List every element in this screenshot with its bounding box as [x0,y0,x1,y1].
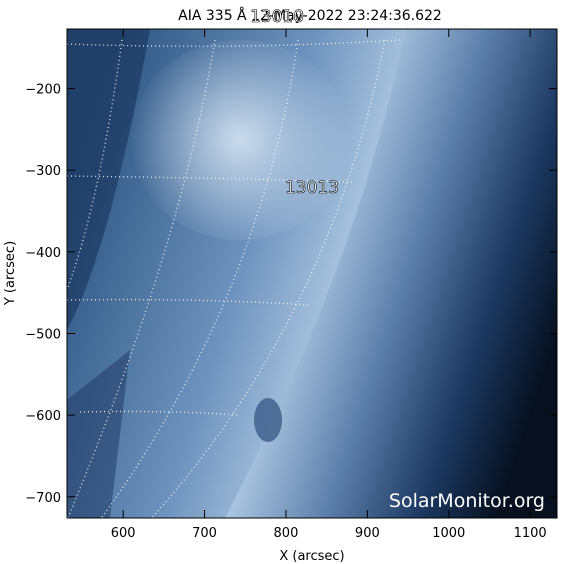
x-tick-label: 1000 [432,526,465,541]
x-axis-label: X (arcsec) [279,549,344,564]
y-tick-label: −600 [25,409,61,424]
y-tick-label: −700 [25,491,61,506]
x-tick-label: 900 [355,526,380,541]
y-tick-label: −200 [25,83,61,98]
annotation: 13013 [285,178,339,198]
y-axis-label: Y (arcsec) [3,241,18,306]
y-tick-label: −500 [25,328,61,343]
annotation: 13010 [250,7,304,27]
chart-title: AIA 335 Å 12-May-2022 23:24:36.622 [178,7,442,24]
x-tick-label: 600 [111,526,136,541]
y-tick-label: −300 [25,164,61,179]
x-tick-label: 700 [192,526,217,541]
plot-frame [66,28,558,519]
solar-image [67,29,557,518]
x-tick-label: 800 [274,526,299,541]
y-tick-label: −400 [25,246,61,261]
x-tick-label: 1100 [514,526,547,541]
watermark: SolarMonitor.org [389,490,545,512]
